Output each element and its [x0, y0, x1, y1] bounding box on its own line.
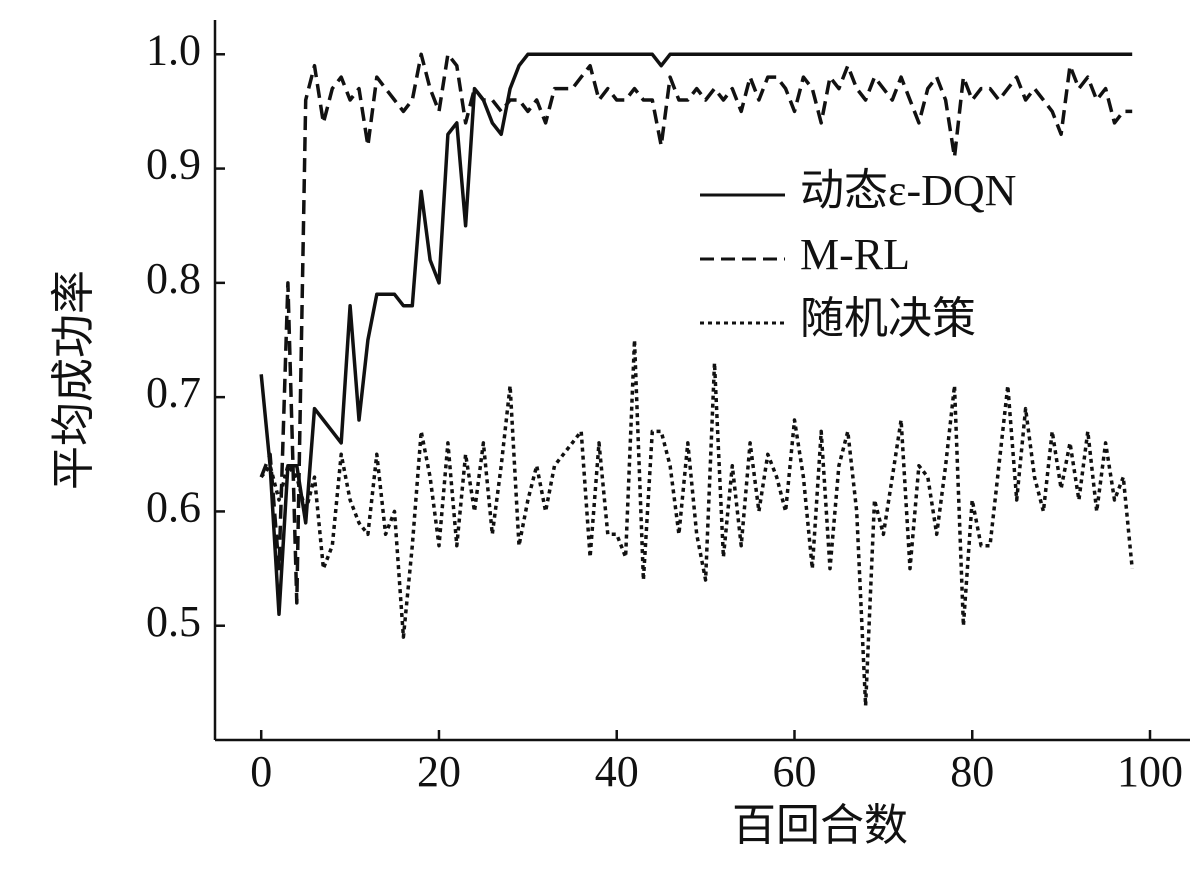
- x-tick-label: 100: [1117, 747, 1183, 796]
- y-axis-label: 平均成功率: [49, 270, 98, 490]
- y-tick-label: 0.6: [146, 483, 201, 532]
- x-tick-label: 80: [950, 747, 994, 796]
- legend-label: 随机决策: [800, 294, 976, 343]
- x-tick-label: 60: [772, 747, 816, 796]
- x-axis-label: 百回合数: [732, 801, 908, 850]
- y-tick-label: 1.0: [146, 25, 201, 74]
- series-line: [259, 52, 1133, 617]
- series-line: [259, 52, 1133, 605]
- legend-label: M-RL: [800, 230, 910, 279]
- y-tick-label: 0.7: [146, 368, 201, 417]
- x-tick-label: 20: [417, 747, 461, 796]
- y-tick-label: 0.9: [146, 140, 201, 189]
- y-tick-label: 0.8: [146, 254, 201, 303]
- y-tick-label: 0.5: [146, 597, 201, 646]
- series-line: [259, 338, 1134, 708]
- x-tick-label: 40: [595, 747, 639, 796]
- legend-label: 动态ε-DQN: [800, 166, 1016, 215]
- x-tick-label: 0: [250, 747, 272, 796]
